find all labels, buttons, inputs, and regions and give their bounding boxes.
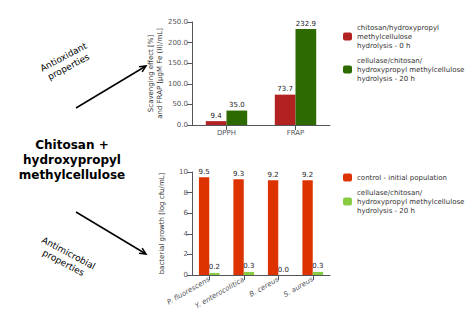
svg-text:73.7: 73.7 [277, 85, 293, 93]
svg-text:and FRAP [μgM Fe (II)/mL]: and FRAP [μgM Fe (II)/mL] [156, 28, 164, 119]
svg-text:35.0: 35.0 [229, 101, 245, 109]
svg-text:bacterial growth [log cfu/mL]: bacterial growth [log cfu/mL] [158, 172, 166, 274]
svg-text:50.0: 50.0 [172, 100, 188, 108]
svg-text:232.9: 232.9 [296, 20, 316, 28]
svg-text:Antioxidant: Antioxidant [38, 40, 89, 74]
svg-text:cellulase/chitosan/: cellulase/chitosan/ [357, 57, 423, 65]
svg-text:P. fluorescens: P. fluorescens [165, 275, 212, 307]
svg-text:9.4: 9.4 [211, 112, 223, 120]
svg-text:9.2: 9.2 [268, 171, 279, 179]
svg-text:S. aureus: S. aureus [282, 275, 315, 299]
svg-text:Chitosan +: Chitosan + [35, 138, 108, 152]
svg-text:cellulase/chitosan/: cellulase/chitosan/ [357, 189, 423, 197]
svg-text:DPPH: DPPH [217, 129, 236, 137]
svg-text:hydrolysis - 0 h: hydrolysis - 0 h [357, 42, 410, 50]
svg-text:0: 0 [184, 271, 188, 279]
svg-text:2: 2 [184, 250, 188, 258]
svg-text:methylcellulose: methylcellulose [19, 168, 126, 182]
svg-text:6: 6 [184, 209, 189, 217]
svg-text:9.2: 9.2 [302, 171, 313, 179]
svg-text:hydrolysis - 20 h: hydrolysis - 20 h [357, 75, 415, 83]
svg-text:Y. enterocolitica: Y. enterocolitica [194, 276, 246, 311]
svg-text:Scavenging effect [%]: Scavenging effect [%] [147, 35, 155, 113]
svg-text:FRAP: FRAP [287, 129, 305, 137]
svg-text:hydroxypropyl: hydroxypropyl [23, 153, 121, 167]
svg-text:9.3: 9.3 [233, 170, 244, 178]
svg-text:methylcellulose: methylcellulose [357, 33, 412, 41]
svg-text:0.0: 0.0 [278, 266, 289, 274]
svg-text:hydrolysis - 20 h: hydrolysis - 20 h [357, 207, 415, 215]
svg-text:0.3: 0.3 [312, 262, 323, 270]
svg-text:hydroxypropyl methylcellulose: hydroxypropyl methylcellulose [357, 66, 464, 74]
svg-text:150.0: 150.0 [168, 59, 188, 67]
svg-text:chitosan/hydroxypropyl: chitosan/hydroxypropyl [357, 24, 439, 32]
svg-text:0.3: 0.3 [243, 262, 254, 270]
svg-text:Antimicrobial: Antimicrobial [40, 234, 98, 272]
svg-text:8: 8 [184, 189, 188, 197]
svg-text:4: 4 [184, 230, 189, 238]
svg-text:100.0: 100.0 [168, 80, 188, 88]
svg-text:properties: properties [46, 52, 91, 82]
svg-text:9.5: 9.5 [199, 168, 210, 176]
svg-text:B. cereus: B. cereus [248, 275, 281, 298]
svg-text:10: 10 [179, 168, 188, 176]
svg-text:0.2: 0.2 [209, 263, 220, 271]
svg-text:0.0: 0.0 [177, 121, 188, 129]
svg-text:hydroxypropyl methylcellulose: hydroxypropyl methylcellulose [357, 198, 464, 206]
svg-text:properties: properties [41, 248, 86, 278]
svg-text:control - initial population: control - initial population [357, 174, 447, 182]
svg-text:200.0: 200.0 [168, 39, 188, 47]
svg-text:250.0: 250.0 [168, 18, 188, 26]
